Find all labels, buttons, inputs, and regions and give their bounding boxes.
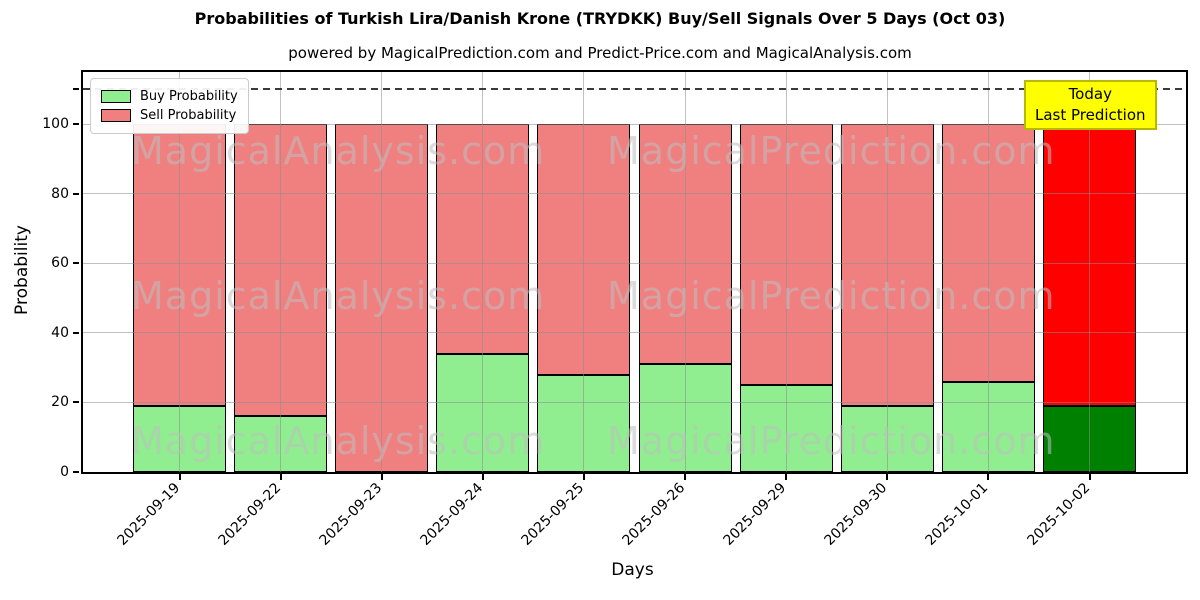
y-tick xyxy=(73,262,79,265)
x-tick-label: 2025-09-30 xyxy=(821,480,891,549)
y-tick-label: 40 xyxy=(51,324,69,341)
y-gridline xyxy=(83,332,1186,334)
legend-item: Sell Probability xyxy=(101,108,238,123)
watermark-text: MagicalAnalysis.com xyxy=(131,274,546,318)
x-tick xyxy=(1088,474,1091,480)
threshold-dashed-line xyxy=(83,88,1186,91)
x-tick xyxy=(582,474,585,480)
watermark-text: MagicalPrediction.com xyxy=(607,129,1056,173)
y-tick xyxy=(73,123,79,126)
x-tick xyxy=(684,474,687,480)
y-axis-label: Probability xyxy=(12,225,32,315)
x-gridline xyxy=(684,72,686,472)
x-gridline xyxy=(482,72,484,472)
x-gridline xyxy=(381,72,383,472)
y-tick-label: 20 xyxy=(51,394,69,411)
y-tick xyxy=(73,401,79,404)
legend: Buy Probability Sell Probability xyxy=(90,78,249,134)
x-gridline xyxy=(583,72,585,472)
x-tick xyxy=(886,474,889,480)
x-tick xyxy=(481,474,484,480)
x-tick-label: 2025-09-19 xyxy=(113,480,183,549)
x-gridline xyxy=(987,72,989,472)
y-tick xyxy=(73,331,79,334)
watermark-text: MagicalPrediction.com xyxy=(607,419,1056,463)
legend-swatch xyxy=(101,109,131,122)
x-tick-label: 2025-09-24 xyxy=(417,480,487,549)
x-tick-label: 2025-10-02 xyxy=(1023,480,1093,549)
watermark-text: MagicalPrediction.com xyxy=(607,274,1056,318)
chart-title: Probabilities of Turkish Lira/Danish Kro… xyxy=(194,9,1006,28)
y-gridline xyxy=(83,193,1186,195)
y-gridline xyxy=(83,401,1186,403)
x-tick-label: 2025-09-25 xyxy=(518,480,588,549)
x-tick-label: 2025-09-23 xyxy=(316,480,386,549)
x-gridline xyxy=(280,72,282,472)
y-gridline xyxy=(83,123,1186,125)
x-tick-label: 2025-10-01 xyxy=(922,480,992,549)
y-tick xyxy=(73,192,79,195)
x-axis-label: Days xyxy=(611,560,654,580)
legend-item: Buy Probability xyxy=(101,89,238,104)
y-gridline xyxy=(83,262,1186,264)
y-tick-label: 0 xyxy=(60,464,69,480)
x-gridline xyxy=(1089,72,1090,472)
x-tick xyxy=(987,474,990,480)
legend-swatch xyxy=(101,90,131,103)
x-tick xyxy=(279,474,282,480)
x-gridline xyxy=(179,72,180,472)
legend-item-label: Buy Probability xyxy=(140,89,238,104)
x-tick-label: 2025-09-26 xyxy=(619,480,689,549)
x-tick-label: 2025-09-22 xyxy=(215,480,284,549)
x-gridline xyxy=(886,72,888,472)
legend-item-label: Sell Probability xyxy=(140,108,237,123)
x-tick xyxy=(178,474,181,480)
x-tick xyxy=(785,474,788,480)
watermark-text: MagicalAnalysis.com xyxy=(131,129,546,173)
x-tick xyxy=(380,474,383,480)
y-tick-label: 80 xyxy=(51,185,69,202)
y-tick xyxy=(73,88,79,91)
watermark-text: MagicalAnalysis.com xyxy=(131,419,546,463)
plot-area: Today Last Prediction 0 20 40 60 80 100 Magica… xyxy=(42,70,1188,549)
y-tick-label: 60 xyxy=(51,255,69,272)
annotation-line2: Last Prediction xyxy=(1035,106,1146,124)
today-annotation: Today Last Prediction xyxy=(1024,80,1157,130)
y-tick xyxy=(73,471,79,473)
annotation-line1: Today xyxy=(1068,85,1112,103)
x-tick-label: 2025-09-29 xyxy=(720,480,790,549)
x-gridline xyxy=(785,72,787,472)
y-tick-label: 100 xyxy=(42,116,69,133)
chart-subtitle: powered by MagicalPrediction.com and Pre… xyxy=(288,44,912,62)
